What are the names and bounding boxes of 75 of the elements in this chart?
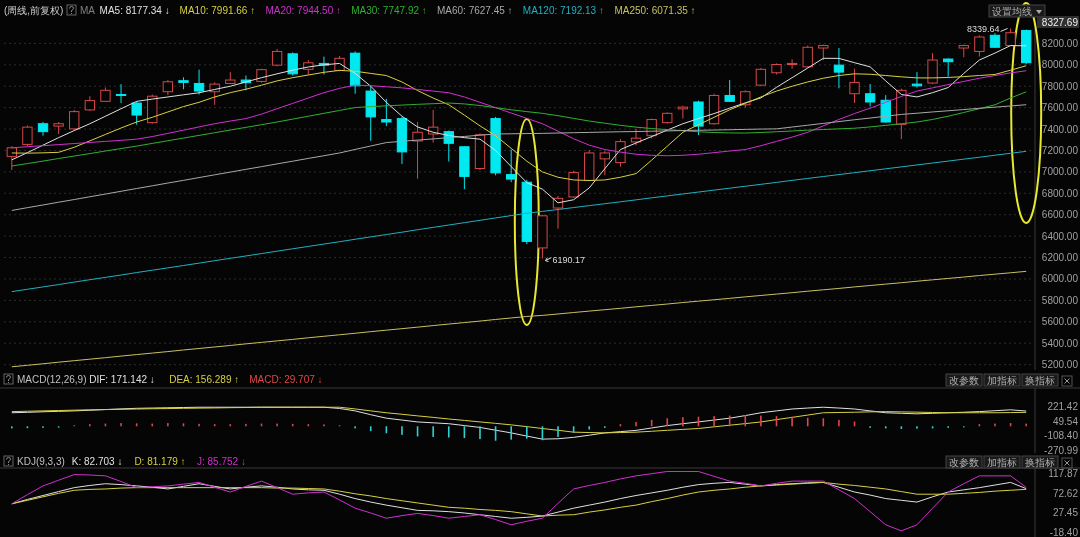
text: MA5: 8177.34 ↓ bbox=[99, 5, 170, 16]
series-label: K: 82.703 ↓ bbox=[71, 456, 123, 467]
candlestick bbox=[412, 121, 423, 180]
y-tick-label: 7600.00 bbox=[1041, 102, 1079, 114]
text: MACD: 29.707 ↓ bbox=[249, 374, 323, 385]
y-tick-label: 27.45 bbox=[1052, 507, 1079, 519]
text: DEA: 156.289 ↑ bbox=[169, 374, 240, 385]
line-series bbox=[11, 91, 1027, 167]
y-tick-label: 7400.00 bbox=[1041, 123, 1079, 135]
candlestick bbox=[724, 79, 735, 103]
y-tick-label: 7800.00 bbox=[1041, 80, 1079, 92]
annotation: 加指标 bbox=[987, 457, 1017, 468]
y-tick-label: 49.54 bbox=[1052, 416, 1079, 428]
candlestick bbox=[833, 47, 845, 89]
text: 8327.69 bbox=[1041, 16, 1079, 28]
text: MA250: 6071.35 ↑ bbox=[614, 5, 696, 16]
y-tick-label: -18.40 bbox=[1049, 527, 1079, 537]
y-tick-label: 6800.00 bbox=[1041, 187, 1079, 199]
text: MA20: 7944.50 ↑ bbox=[265, 5, 342, 16]
y-tick-label: 5800.00 bbox=[1041, 294, 1079, 306]
text: MA120: 7192.13 ↑ bbox=[522, 5, 604, 16]
text: 设置均线 bbox=[992, 6, 1032, 17]
y-tick-label: 6400.00 bbox=[1041, 230, 1079, 242]
text: 改参数 bbox=[949, 375, 979, 386]
legend-title: MA bbox=[80, 5, 96, 16]
y-tick-label: 5200.00 bbox=[1041, 359, 1079, 371]
chart-title: KDJ(9,3,3) bbox=[17, 456, 65, 467]
line-series bbox=[11, 270, 1027, 368]
y-tick-label: 6000.00 bbox=[1041, 273, 1079, 285]
y-tick-label: 7200.00 bbox=[1041, 144, 1079, 156]
text: DIF: 171.142 ↓ bbox=[89, 374, 155, 385]
candlestick bbox=[6, 145, 17, 171]
chart-title: MACD(12,26,9) bbox=[17, 374, 87, 385]
candlestick bbox=[630, 128, 642, 146]
candlestick bbox=[974, 34, 985, 58]
y-tick-label: 72.62 bbox=[1052, 487, 1079, 499]
text: D: 81.179 ↑ bbox=[134, 456, 186, 467]
candlestick bbox=[381, 98, 392, 127]
annotation: 换指标 bbox=[1025, 457, 1055, 468]
chart-title: (周线,前复权) bbox=[4, 5, 64, 16]
text: MA30: 7747.92 ↑ bbox=[351, 5, 427, 16]
annotation: 6190.17 bbox=[552, 254, 585, 265]
y-tick-label: -270.99 bbox=[1044, 444, 1079, 456]
y-tick-label: 7000.00 bbox=[1041, 166, 1079, 178]
text: 加指标 bbox=[987, 375, 1017, 386]
y-tick-label: 5400.00 bbox=[1041, 337, 1079, 349]
y-tick-label: -108.40 bbox=[1044, 430, 1079, 442]
y-tick-label: 5600.00 bbox=[1041, 316, 1079, 328]
y-tick-label: 8200.00 bbox=[1041, 37, 1079, 49]
candlestick bbox=[911, 71, 923, 89]
y-tick-label: 6600.00 bbox=[1041, 209, 1079, 221]
annotation: 8339.64 bbox=[967, 24, 1000, 35]
y-tick-label: 8000.00 bbox=[1041, 59, 1079, 71]
candlestick bbox=[942, 57, 954, 78]
y-tick-label: 221.42 bbox=[1047, 401, 1079, 413]
line-series bbox=[11, 470, 1027, 532]
annotation: 改参数 bbox=[949, 457, 979, 468]
series-label: J: 85.752 ↓ bbox=[197, 456, 246, 467]
candlestick bbox=[506, 149, 517, 183]
y-tick-label: 6200.00 bbox=[1041, 252, 1079, 264]
candlestick bbox=[287, 51, 298, 77]
candlestick bbox=[599, 150, 611, 176]
text: MA60: 7627.45 ↑ bbox=[437, 5, 513, 16]
y-tick-label: 117.87 bbox=[1048, 467, 1079, 479]
text: 换指标 bbox=[1025, 375, 1055, 386]
candlestick bbox=[864, 83, 876, 107]
line-series bbox=[11, 150, 1027, 293]
line-series bbox=[11, 406, 1027, 434]
candlestick bbox=[115, 83, 127, 104]
candlestick bbox=[786, 58, 798, 70]
candlestick bbox=[193, 69, 205, 95]
candlestick bbox=[677, 105, 689, 120]
candlestick bbox=[849, 68, 860, 104]
text: MA10: 7991.66 ↑ bbox=[179, 5, 256, 16]
candlestick bbox=[22, 124, 33, 147]
